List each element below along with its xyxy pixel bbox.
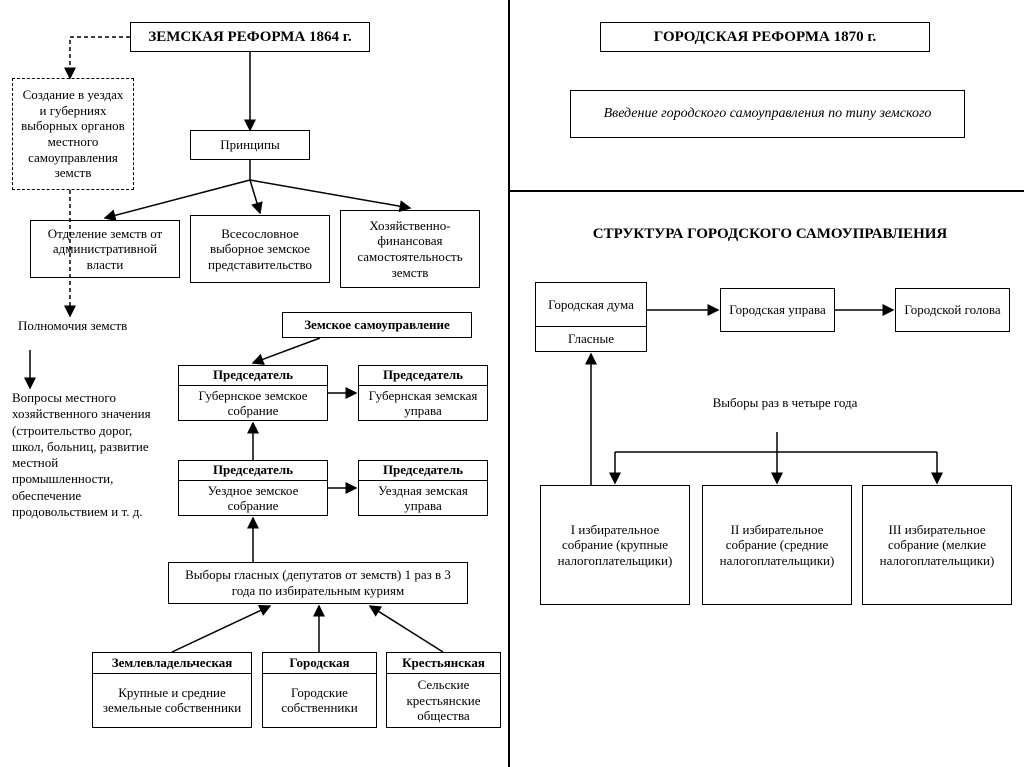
k1-body: Крупные и средние земельные собственники <box>93 674 251 727</box>
gub-uprava: Председатель Губернская земская управа <box>358 365 488 421</box>
duma-top: Городская дума <box>536 283 646 327</box>
principle-1: Отделение земств от административной вла… <box>30 220 180 278</box>
assembly-2: II избирательное собрание (средние налог… <box>702 485 852 605</box>
uezd-sobr-body: Уездное земское собрание <box>179 481 327 516</box>
uezd-upr-head: Председатель <box>359 460 487 481</box>
gub-sobr-body: Губернское земское собрание <box>179 386 327 421</box>
k2-head: Городская <box>263 653 376 674</box>
principle-3: Хозяйственно-финансовая самостоятельност… <box>340 210 480 288</box>
left-title: ЗЕМСКАЯ РЕФОРМА 1864 г. <box>130 22 370 52</box>
powers-label: Полномочия земств <box>18 318 128 334</box>
kuria-2: Городская Городские собственники <box>262 652 377 728</box>
right-subtitle: Введение городского самоуправления по ти… <box>570 90 965 138</box>
assembly-3: III избирательное собрание (мелкие налог… <box>862 485 1012 605</box>
gub-sobranie: Председатель Губернское земское собрание <box>178 365 328 421</box>
structure-title: СТРУКТУРА ГОРОДСКОГО САМОУПРАВЛЕНИЯ <box>530 225 1010 244</box>
k3-head: Крестьянская <box>387 653 500 674</box>
k2-body: Городские собственники <box>263 674 376 727</box>
self-gov-box: Земское самоуправление <box>282 312 472 338</box>
uezd-sobr-head: Председатель <box>179 460 327 481</box>
duma-bottom: Гласные <box>536 327 646 351</box>
elections-box: Выборы гласных (депутатов от земств) 1 р… <box>168 562 468 604</box>
gub-sobr-head: Председатель <box>179 365 327 386</box>
uprava-box: Городская управа <box>720 288 835 332</box>
uezd-uprava: Председатель Уездная земская управа <box>358 460 488 516</box>
creation-box: Создание в уездах и губерниях выборных о… <box>12 78 134 190</box>
panel-divider <box>508 0 510 767</box>
uezd-upr-body: Уездная земская управа <box>359 481 487 516</box>
right-mid-divider <box>510 190 1024 192</box>
kuria-1: Землевладельческая Крупные и средние зем… <box>92 652 252 728</box>
diagram-canvas: ЗЕМСКАЯ РЕФОРМА 1864 г. Создание в уезда… <box>0 0 1024 767</box>
kuria-3: Крестьянская Сельские крестьянские общес… <box>386 652 501 728</box>
right-elections-text: Выборы раз в четыре года <box>700 395 870 411</box>
uezd-sobranie: Председатель Уездное земское собрание <box>178 460 328 516</box>
assembly-1: I избирательное собрание (крупные налого… <box>540 485 690 605</box>
principles-box: Принципы <box>190 130 310 160</box>
k3-body: Сельские крестьянские общества <box>387 674 500 727</box>
k1-head: Землевладельческая <box>93 653 251 674</box>
powers-text: Вопросы местного хозяйственного значения… <box>12 390 162 520</box>
golova-box: Городской голова <box>895 288 1010 332</box>
gub-upr-head: Председатель <box>359 365 487 386</box>
right-title: ГОРОДСКАЯ РЕФОРМА 1870 г. <box>600 22 930 52</box>
duma-box: Городская дума Гласные <box>535 282 647 352</box>
gub-upr-body: Губернская земская управа <box>359 386 487 421</box>
principle-2: Всесословное выборное земское представит… <box>190 215 330 283</box>
